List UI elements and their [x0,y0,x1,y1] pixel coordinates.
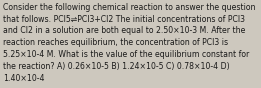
Text: 5.25×10-4 M. What is the value of the equilibrium constant for: 5.25×10-4 M. What is the value of the eq… [3,50,249,59]
Text: 1.40×10-4: 1.40×10-4 [3,74,45,83]
Text: that follows. PCl5⇌PCl3+Cl2 The initial concentrations of PCl3: that follows. PCl5⇌PCl3+Cl2 The initial … [3,15,245,23]
Text: reaction reaches equilibrium, the concentration of PCl3 is: reaction reaches equilibrium, the concen… [3,38,228,47]
Text: and Cl2 in a solution are both equal to 2.50×10-3 M. After the: and Cl2 in a solution are both equal to … [3,26,246,35]
Text: Consider the following chemical reaction to answer the question: Consider the following chemical reaction… [3,3,256,12]
Text: the reaction? A) 0.26×10-5 B) 1.24×10-5 C) 0.78×10-4 D): the reaction? A) 0.26×10-5 B) 1.24×10-5 … [3,62,230,71]
